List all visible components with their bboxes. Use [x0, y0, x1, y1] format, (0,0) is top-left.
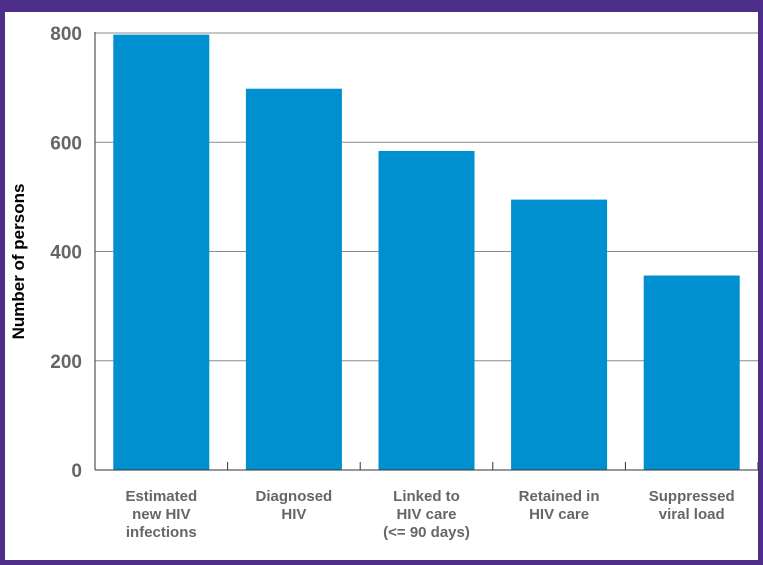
x-category-label: Estimated new HIV infections	[125, 488, 197, 541]
bar	[378, 150, 475, 471]
y-tick-label: 0	[71, 461, 82, 482]
bar	[511, 199, 608, 470]
bar	[113, 34, 210, 471]
y-tick-label: 800	[50, 24, 82, 45]
x-category-label: Suppressed viral load	[649, 488, 735, 523]
x-category-label: Diagnosed HIV	[256, 488, 333, 523]
axes	[94, 32, 759, 471]
y-tick-label: 200	[50, 352, 82, 373]
y-tick-label: 400	[50, 243, 82, 264]
y-axis-title: Number of persons	[9, 184, 28, 340]
bars	[113, 34, 740, 471]
bar	[245, 88, 342, 470]
y-tick-label: 600	[50, 133, 82, 154]
labels: 0 200 400 600 800 Estimated new HIV infections D…	[50, 24, 734, 541]
x-category-label: Retained in HIV care	[519, 488, 600, 523]
x-category-label: Linked to HIV care (<= 90 days)	[383, 488, 470, 541]
bar	[643, 275, 740, 470]
